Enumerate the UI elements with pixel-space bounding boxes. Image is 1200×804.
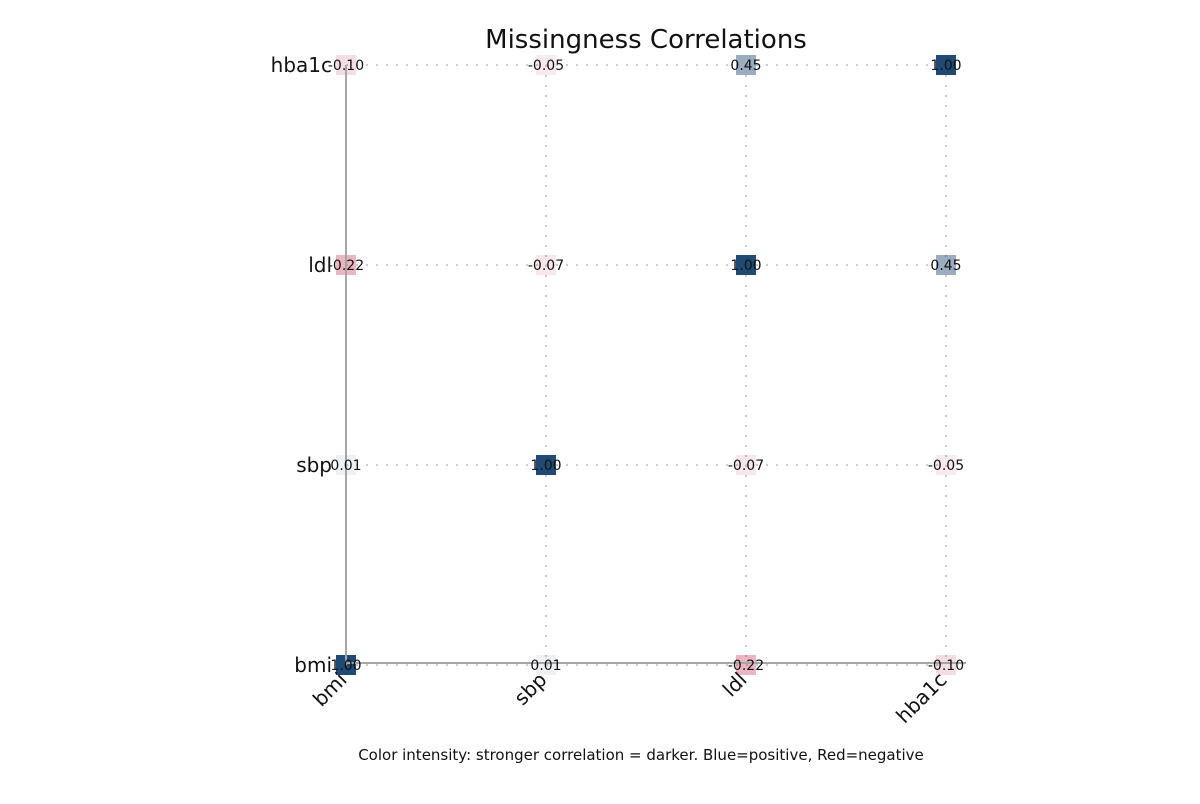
heatmap-cell [736, 455, 756, 475]
cell-value-label: -0.05 [528, 58, 564, 74]
cell-square [736, 455, 756, 475]
cell-square [536, 255, 556, 275]
heatmap-cell [736, 255, 756, 275]
heatmap-cell [936, 455, 956, 475]
heatmap-cell [936, 655, 956, 675]
cell-value-label: 1.00 [930, 58, 961, 74]
cell-value-label: 0.01 [330, 458, 361, 474]
heatmap-cell [736, 655, 756, 675]
cell-value-label: 0.45 [930, 258, 961, 274]
chart-caption: Color intensity: stronger correlation = … [358, 746, 924, 764]
cell-square [936, 55, 956, 75]
cell-square [536, 55, 556, 75]
cell-value-label: -0.22 [728, 658, 764, 674]
heatmap-cell [536, 455, 556, 475]
cell-square [536, 655, 556, 675]
cell-square [736, 255, 756, 275]
cell-value-label: 0.01 [530, 658, 561, 674]
y-tick-label: bmi [294, 653, 332, 677]
cell-value-label: -0.22 [328, 258, 364, 274]
cell-value-label: 0.45 [730, 58, 761, 74]
cell-value-label: 1.00 [530, 458, 561, 474]
cell-square [936, 255, 956, 275]
cell-value-label: -0.07 [728, 458, 764, 474]
cell-square [736, 55, 756, 75]
cell-value-label: -0.05 [928, 458, 964, 474]
cell-square [936, 655, 956, 675]
y-tick-label: sbp [296, 453, 332, 477]
heatmap-cell [936, 55, 956, 75]
y-tick-label: ldl [308, 253, 332, 277]
cell-square [736, 655, 756, 675]
cell-square [536, 455, 556, 475]
cell-square [936, 455, 956, 475]
cell-value-label: 1.00 [730, 258, 761, 274]
cell-value-label: -0.10 [928, 658, 964, 674]
heatmap-cell [536, 255, 556, 275]
chart-title: Missingness Correlations [485, 25, 807, 55]
cell-value-label: -0.10 [328, 58, 364, 74]
heatmap-cell [536, 655, 556, 675]
cell-value-label: 1.00 [330, 658, 361, 674]
x-tick-label: hba1c [891, 668, 951, 728]
heatmap-cell [736, 55, 756, 75]
heatmap-cell [536, 55, 556, 75]
heatmap-cell [936, 255, 956, 275]
y-tick-label: hba1c [271, 53, 332, 77]
cell-value-label: -0.07 [528, 258, 564, 274]
